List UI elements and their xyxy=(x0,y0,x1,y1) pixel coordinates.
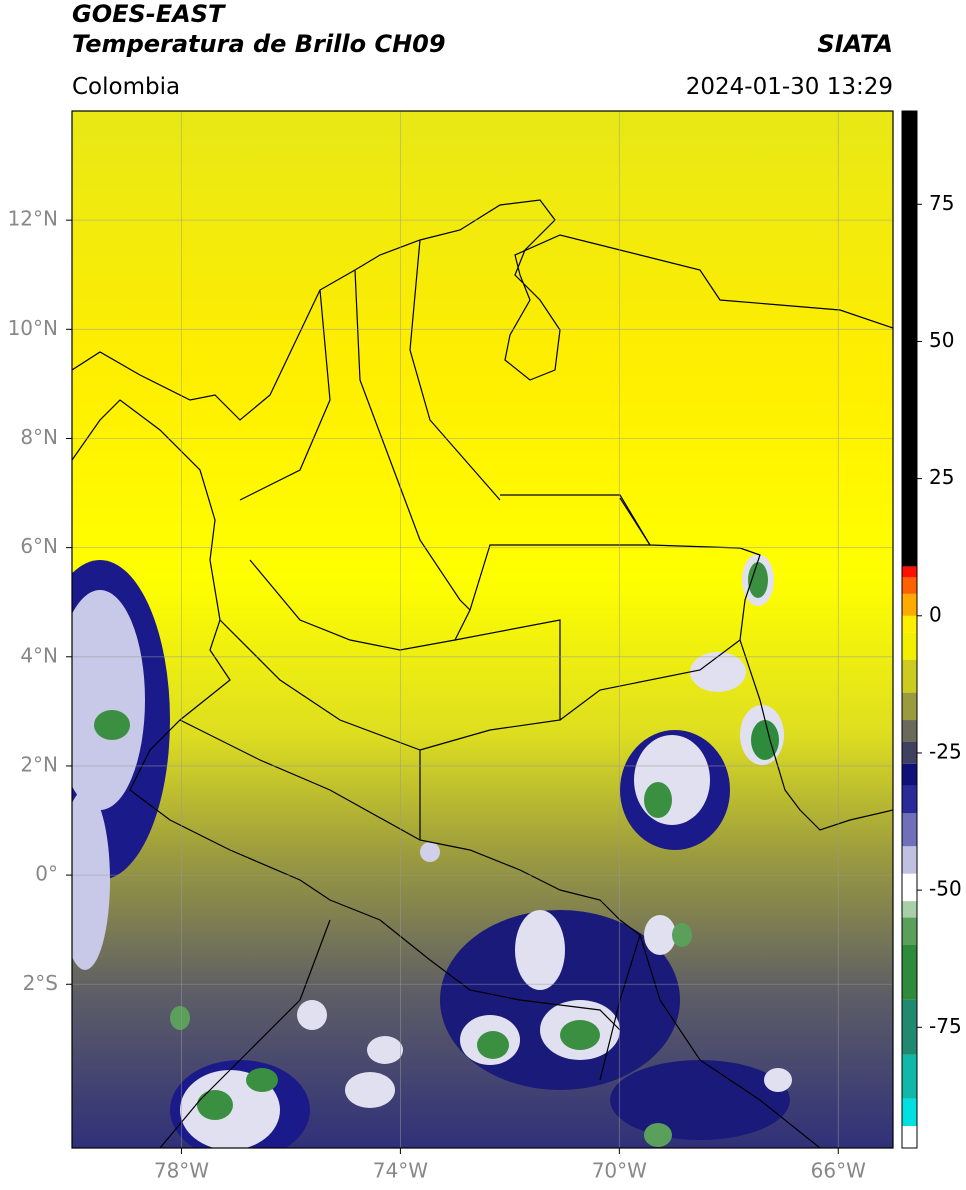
colorbar-segment xyxy=(902,813,917,847)
y-tick-label: 10°N xyxy=(8,316,58,340)
colorbar-segment xyxy=(902,566,917,578)
colorbar-segment xyxy=(902,659,917,693)
datetime: 2024-01-30 13:29 xyxy=(686,74,893,100)
colorbar-segment xyxy=(902,1126,917,1148)
clouds xyxy=(72,554,792,1148)
region: Colombia xyxy=(72,74,180,100)
boundaries xyxy=(72,199,893,1148)
colorbar-segment xyxy=(902,873,917,902)
colorbar-segment xyxy=(902,917,917,945)
satellite-image xyxy=(72,111,893,1148)
colorbar-frame xyxy=(901,110,918,1149)
y-tick-label: 2°N xyxy=(20,752,58,776)
subtitle: Temperatura de Brillo CH09 xyxy=(72,30,446,58)
colorbar-tick-label: 0 xyxy=(929,602,942,626)
x-tick-label: 66°W xyxy=(811,1159,866,1183)
map-frame xyxy=(71,110,894,1149)
title: GOES-EAST xyxy=(72,0,226,28)
colorbar-tick-label: 75 xyxy=(929,191,954,215)
colorbar-tick-label: -50 xyxy=(929,877,962,901)
y-tick-label: 12°N xyxy=(8,207,58,231)
colorbar-segment xyxy=(902,577,917,594)
colorbar-segment xyxy=(902,901,917,918)
x-tick-label: 78°W xyxy=(154,1159,209,1183)
colorbar-segment xyxy=(902,999,917,1055)
colorbar-segment xyxy=(902,111,917,567)
colorbar-segment xyxy=(902,1054,917,1099)
grid xyxy=(72,111,893,1148)
colorbar-segment xyxy=(902,846,917,874)
y-tick-label: 4°N xyxy=(20,643,58,667)
colorbar-segment xyxy=(902,615,917,633)
colorbar-segment xyxy=(902,741,917,764)
colorbar-segment xyxy=(902,785,917,814)
colorbar-tick-label: -75 xyxy=(929,1014,962,1038)
x-tick-label: 74°W xyxy=(373,1159,428,1183)
colorbar-tick-label: 50 xyxy=(929,328,954,352)
colorbar-segment xyxy=(902,720,917,742)
colorbar-segment xyxy=(902,593,917,616)
colorbar: 75 50 25 0 -25 -50 -75 xyxy=(902,111,962,1148)
colorbar-segment xyxy=(902,1098,917,1127)
colorbar-segment xyxy=(902,763,917,786)
source: SIATA xyxy=(817,30,893,58)
colorbar-segment xyxy=(902,692,917,721)
colorbar-segment xyxy=(902,944,917,1000)
y-tick-label: 2°S xyxy=(23,971,58,995)
colorbar-tick-label: -25 xyxy=(929,739,962,763)
colorbar-tick-label: 25 xyxy=(929,465,954,489)
x-tick-label: 70°W xyxy=(592,1159,647,1183)
y-tick-label: 0° xyxy=(35,862,58,886)
y-tick-label: 6°N xyxy=(20,534,58,558)
colorbar-segment xyxy=(902,632,917,660)
y-tick-label: 8°N xyxy=(20,425,58,449)
